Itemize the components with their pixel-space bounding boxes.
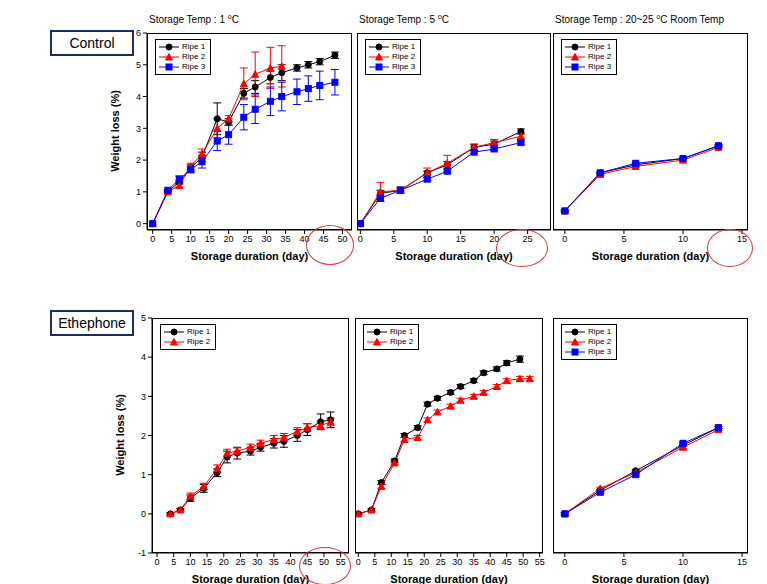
html-text:Control: Control (69, 35, 115, 51)
svg-text:0: 0 (562, 234, 567, 244)
svg-text:6: 6 (136, 28, 141, 38)
svg-text:5: 5 (621, 234, 626, 244)
svg-text:20: 20 (224, 234, 234, 244)
html-text:Storage Temp : 20~25 ⁰C Room T: Storage Temp : 20~25 ⁰C Room Temp (555, 14, 724, 25)
svg-text:20: 20 (489, 234, 499, 244)
svg-text:3: 3 (141, 392, 146, 402)
svg-text:10: 10 (422, 234, 432, 244)
html-text:Ripe 2: Ripe 2 (392, 52, 416, 61)
svg-text:15: 15 (403, 557, 413, 567)
html-text:Storage duration (day): Storage duration (day) (591, 250, 710, 262)
svg-text:40: 40 (286, 557, 296, 567)
html-text:Storage Temp : 5 ⁰C: Storage Temp : 5 ⁰C (359, 14, 449, 25)
svg-text:5: 5 (169, 234, 174, 244)
svg-text:50: 50 (338, 234, 348, 244)
svg-text:0: 0 (358, 234, 363, 244)
svg-text:5: 5 (391, 234, 396, 244)
svg-text:-1: -1 (138, 548, 146, 558)
svg-text:35: 35 (281, 234, 291, 244)
svg-text:55: 55 (336, 557, 346, 567)
html-text:Ripe 3: Ripe 3 (182, 62, 206, 71)
html-text:Ripe 1: Ripe 1 (588, 327, 612, 336)
svg-text:25: 25 (235, 557, 245, 567)
svg-text:4: 4 (141, 352, 146, 362)
html-text:Storage duration (day): Storage duration (day) (390, 573, 508, 584)
svg-text:10: 10 (186, 234, 196, 244)
svg-text:30: 30 (252, 557, 262, 567)
svg-text:15: 15 (205, 234, 215, 244)
svg-text:5: 5 (621, 557, 626, 567)
svg-text:4: 4 (136, 92, 141, 102)
svg-text:40: 40 (485, 557, 495, 567)
html-text:Weight loss (%): Weight loss (%) (109, 89, 121, 172)
svg-text:25: 25 (436, 557, 446, 567)
svg-text:45: 45 (302, 557, 312, 567)
svg-text:1: 1 (141, 470, 146, 480)
svg-text:0: 0 (356, 557, 361, 567)
svg-text:10: 10 (185, 557, 195, 567)
svg-text:0: 0 (150, 234, 155, 244)
html-text:Storage duration (day): Storage duration (day) (190, 250, 309, 262)
svg-text:0: 0 (136, 219, 141, 229)
svg-text:20: 20 (219, 557, 229, 567)
svg-text:30: 30 (452, 557, 462, 567)
svg-text:1: 1 (136, 187, 141, 197)
html-text:Ripe 1: Ripe 1 (390, 327, 414, 336)
svg-text:15: 15 (202, 557, 212, 567)
svg-text:50: 50 (518, 557, 528, 567)
svg-text:25: 25 (523, 234, 533, 244)
svg-text:2: 2 (141, 431, 146, 441)
svg-text:10: 10 (386, 557, 396, 567)
html-text:Ripe 2: Ripe 2 (588, 337, 612, 346)
svg-text:15: 15 (737, 234, 747, 244)
svg-text:15: 15 (456, 234, 466, 244)
svg-text:3: 3 (136, 124, 141, 134)
svg-text:0: 0 (562, 557, 567, 567)
html-text:Ripe 2: Ripe 2 (390, 337, 414, 346)
html-text:Ripe 1: Ripe 1 (182, 42, 206, 51)
svg-text:35: 35 (469, 557, 479, 567)
html-text:Storage duration (day): Storage duration (day) (191, 573, 310, 584)
html-text:Ripe 3: Ripe 3 (588, 347, 612, 356)
html-text:Ripe 3: Ripe 3 (588, 62, 612, 71)
html-text:Storage Temp : 1 ⁰C: Storage Temp : 1 ⁰C (149, 14, 239, 25)
svg-text:25: 25 (243, 234, 253, 244)
svg-text:55: 55 (535, 557, 545, 567)
html-text:Weight loss (%): Weight loss (%) (114, 393, 126, 476)
html-text:Ripe 2: Ripe 2 (588, 52, 612, 61)
svg-text:20: 20 (419, 557, 429, 567)
svg-text:30: 30 (262, 234, 272, 244)
svg-text:15: 15 (737, 557, 747, 567)
html-text:Ripe 2: Ripe 2 (182, 52, 206, 61)
svg-text:5: 5 (372, 557, 377, 567)
html-text:Ripe 1: Ripe 1 (392, 42, 416, 51)
html-text:Ripe 1: Ripe 1 (187, 327, 211, 336)
html-text:Ripe 1: Ripe 1 (588, 42, 612, 51)
svg-text:2: 2 (136, 155, 141, 165)
svg-text:0: 0 (141, 509, 146, 519)
html-text:Ethephone: Ethephone (58, 315, 126, 331)
svg-text:5: 5 (141, 313, 146, 323)
svg-text:45: 45 (502, 557, 512, 567)
html-text:Ripe 3: Ripe 3 (392, 62, 416, 71)
svg-text:5: 5 (136, 60, 141, 70)
svg-text:50: 50 (319, 557, 329, 567)
svg-text:35: 35 (269, 557, 279, 567)
svg-text:10: 10 (678, 557, 688, 567)
html-text:Storage duration (day): Storage duration (day) (591, 573, 710, 584)
html-text:Ripe 2: Ripe 2 (187, 337, 211, 346)
html-text:Storage duration (day): Storage duration (day) (395, 250, 513, 262)
svg-text:10: 10 (678, 234, 688, 244)
svg-text:0: 0 (155, 557, 160, 567)
svg-text:40: 40 (300, 234, 310, 244)
svg-text:45: 45 (319, 234, 329, 244)
svg-text:5: 5 (171, 557, 176, 567)
